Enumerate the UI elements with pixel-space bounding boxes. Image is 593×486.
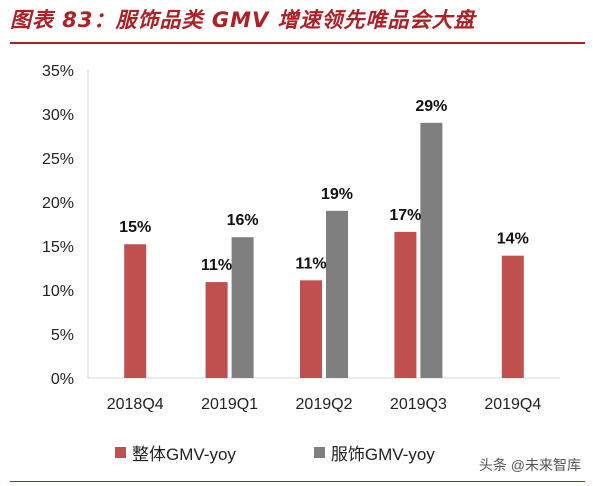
- y-tick-label: 0%: [51, 371, 74, 388]
- y-tick-label: 35%: [42, 63, 74, 80]
- legend-item-overall: 整体GMV-yoy: [115, 440, 236, 465]
- data-label: 17%: [389, 207, 421, 224]
- y-tick-label: 30%: [42, 107, 74, 124]
- legend-swatch-overall: [115, 447, 126, 458]
- bar-overall: [394, 231, 417, 378]
- x-tick-label: 2019Q1: [201, 396, 258, 413]
- legend-label-overall: 整体GMV-yoy: [132, 445, 236, 464]
- data-label: 15%: [119, 219, 151, 236]
- legend-label-apparel: 服饰GMV-yoy: [330, 445, 435, 464]
- data-label: 11%: [201, 257, 232, 274]
- x-tick-label: 2019Q4: [484, 396, 541, 413]
- y-tick-label: 5%: [51, 327, 74, 344]
- bar-apparel: [231, 237, 254, 378]
- title-divider: [10, 42, 585, 44]
- x-axis: 2018Q4 2019Q1 2019Q2 2019Q3 2019Q4: [88, 377, 560, 413]
- y-tick-label: 25%: [42, 151, 74, 168]
- legend: 整体GMV-yoy 服饰GMV-yoy: [115, 440, 435, 465]
- bar-apparel: [326, 210, 348, 378]
- chart-title: 图表 83：服饰品类 GMV 增速领先唯品会大盘: [10, 8, 476, 32]
- bar-apparel: [420, 122, 443, 378]
- data-label: 29%: [415, 98, 447, 115]
- y-tick-label: 10%: [42, 283, 74, 300]
- x-tick-label: 2018Q4: [107, 396, 164, 413]
- x-tick-label: 2019Q2: [296, 396, 353, 413]
- bar-overall: [124, 244, 147, 378]
- y-axis: 0% 5% 10% 15% 20% 25% 30% 35%: [42, 63, 89, 388]
- bars: [124, 122, 524, 378]
- data-label: 19%: [321, 186, 353, 203]
- bar-overall: [205, 282, 228, 378]
- data-label: 11%: [295, 255, 326, 272]
- data-label: 14%: [497, 231, 529, 248]
- bar-overall: [300, 280, 322, 378]
- data-label: 16%: [227, 212, 259, 229]
- legend-swatch-apparel: [313, 447, 325, 458]
- data-labels: 15% 11% 16% 11% 19% 17% 29% 14%: [119, 98, 529, 274]
- bottom-divider: [10, 481, 585, 482]
- legend-item-apparel: 服饰GMV-yoy: [313, 440, 435, 465]
- bar-overall: [501, 255, 524, 378]
- y-tick-label: 15%: [42, 239, 74, 256]
- watermark-text: 头条 @未来智库: [478, 457, 581, 473]
- x-tick-label: 2019Q3: [390, 396, 447, 413]
- y-tick-label: 20%: [42, 195, 74, 212]
